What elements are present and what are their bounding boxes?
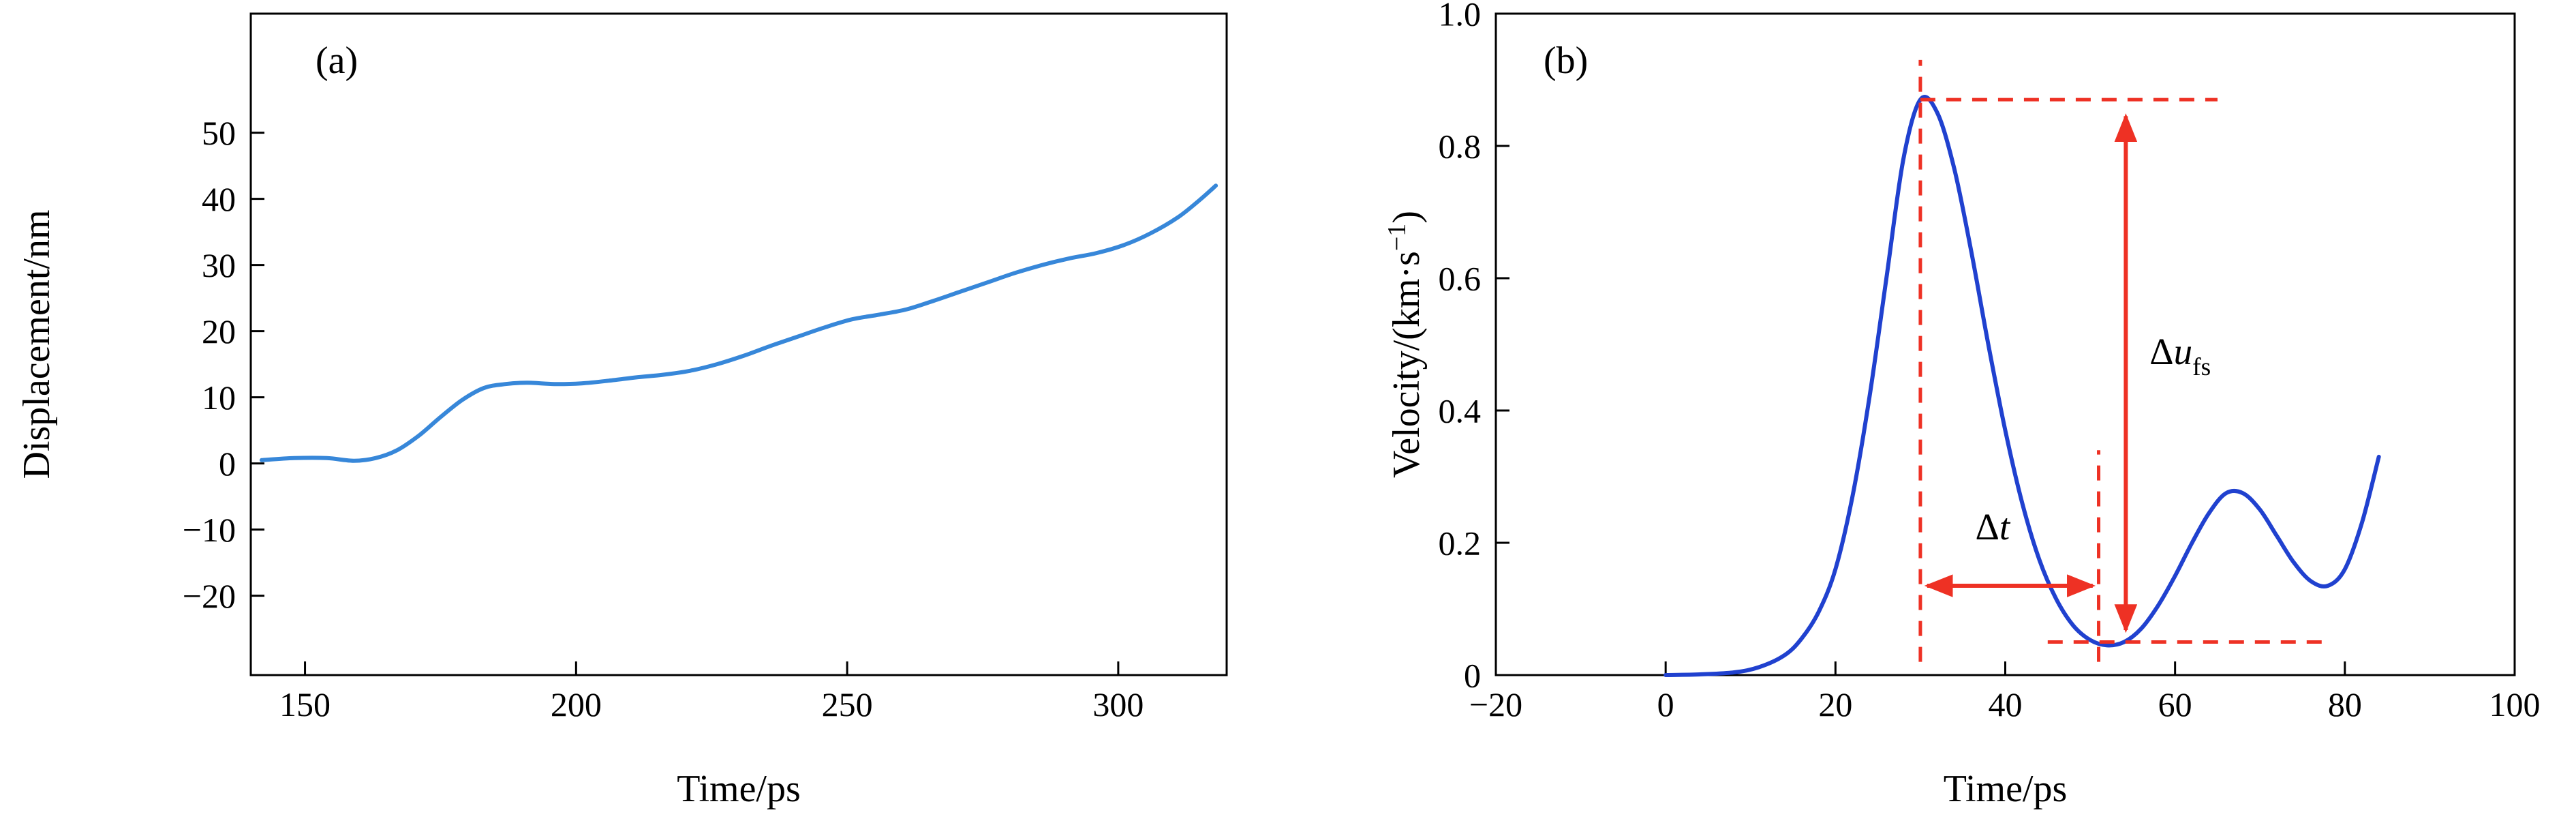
delta-t-label: Δt <box>1975 506 2010 548</box>
panel-label: (a) <box>316 40 358 82</box>
y-tick-label: 40 <box>202 180 236 218</box>
chart-panel-b: −20 0 20 40 60 80 100 0 0.2 0.4 0.6 0.8 1.0 Time/ps Ve… <box>1288 0 2576 821</box>
plot-frame <box>249 12 1228 676</box>
x-tick-label: 80 <box>2328 685 2362 723</box>
x-tick-label: 100 <box>2489 685 2541 723</box>
y-tick-label: 0.4 <box>1439 392 1482 430</box>
panel-label: (b) <box>1544 40 1588 82</box>
x-tick-label: 20 <box>1818 685 1852 723</box>
y-tick-label: −10 <box>183 511 236 549</box>
chart-b-svg: −20 0 20 40 60 80 10000.20.40.60.81.0Time/psVe… <box>1383 0 2541 810</box>
delta-u-label: Δufs <box>2149 331 2211 381</box>
y-tick-label: 0.2 <box>1439 524 1482 563</box>
y-tick-label: 1.0 <box>1439 0 1482 33</box>
chart-panel-a: 150 200 250 300 −20 −10 0 10 20 30 40 50 Time/ps Disp… <box>16 12 1228 810</box>
plot-frame <box>1494 12 2516 676</box>
y-tick-label: 0.6 <box>1439 260 1482 298</box>
series-displacement <box>259 183 1218 463</box>
y-tick-label: 50 <box>202 114 236 152</box>
y-tick-label: 10 <box>202 378 236 417</box>
y-tick-label: −20 <box>183 577 236 615</box>
x-tick-label: 40 <box>1989 685 2023 723</box>
x-tick-label: 200 <box>551 685 602 723</box>
x-axis-label: Time/ps <box>677 768 801 810</box>
chart-a-svg: 150 200 250 300 −20 −10 0 10 20 30 40 50 Time/ps Disp… <box>16 12 1228 810</box>
x-tick-label: 60 <box>2158 685 2192 723</box>
x-tick-label: 150 <box>279 685 331 723</box>
y-axis-label: Displacement/nm <box>16 209 58 479</box>
y-tick-label: 30 <box>202 246 236 284</box>
x-axis-label: Time/ps <box>1944 768 2068 810</box>
y-tick-label: 0 <box>1464 657 1481 695</box>
y-tick-label: 20 <box>202 312 236 350</box>
x-tick-label: −20 <box>1469 685 1522 723</box>
series-velocity <box>1663 95 2381 677</box>
y-tick-label: 0 <box>219 445 236 483</box>
x-tick-label: 300 <box>1092 685 1144 723</box>
x-tick-label: 0 <box>1657 685 1674 723</box>
x-tick-label: 250 <box>822 685 873 723</box>
y-axis-label: Velocity/(km·s−1) <box>1383 211 1428 478</box>
y-tick-label: 0.8 <box>1439 128 1482 166</box>
